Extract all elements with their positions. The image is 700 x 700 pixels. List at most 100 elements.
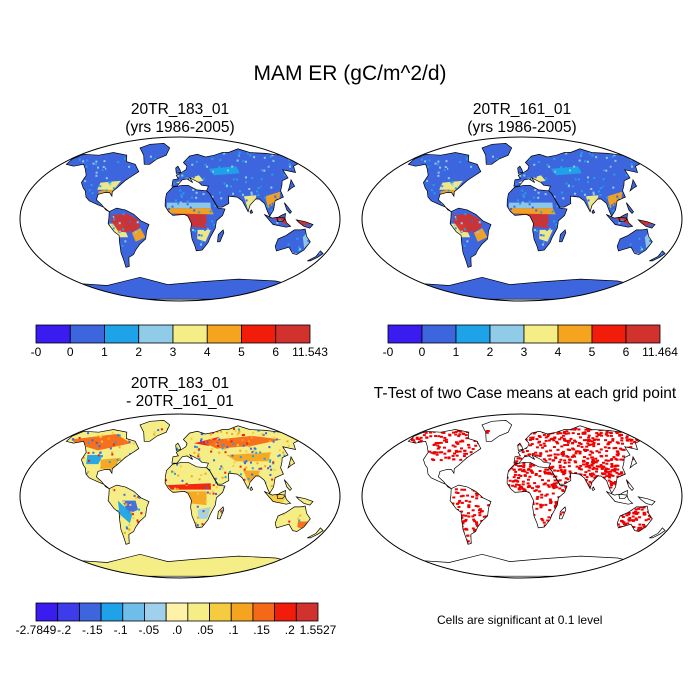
field-cell bbox=[627, 168, 630, 171]
signif-cell bbox=[553, 484, 557, 487]
field-cell bbox=[602, 161, 605, 164]
signif-cell bbox=[454, 433, 458, 436]
signif-cell bbox=[467, 504, 471, 507]
land-antarctica bbox=[67, 554, 291, 577]
field-cell bbox=[195, 525, 198, 528]
signif-cell bbox=[607, 441, 611, 444]
field-cell bbox=[250, 193, 253, 196]
field-cell bbox=[133, 494, 136, 497]
signif-cell bbox=[592, 473, 596, 476]
signif-cell bbox=[564, 481, 568, 484]
coastline-nz bbox=[649, 250, 666, 262]
field-cell bbox=[278, 449, 281, 452]
signif-cell bbox=[633, 441, 637, 444]
signif-cell bbox=[588, 428, 592, 431]
field-cell bbox=[234, 430, 237, 433]
field-cell bbox=[236, 444, 239, 447]
field-cell bbox=[177, 174, 180, 177]
signif-cell bbox=[471, 495, 475, 498]
field-cell bbox=[241, 439, 244, 442]
field-cell bbox=[241, 193, 244, 196]
signif-cell bbox=[419, 436, 423, 439]
field-region bbox=[243, 470, 260, 483]
field-cell bbox=[250, 191, 253, 194]
signif-cell bbox=[544, 494, 548, 497]
signif-cell bbox=[547, 472, 551, 475]
field-cell bbox=[243, 478, 246, 481]
map-panel-difference bbox=[19, 413, 341, 579]
signif-cell bbox=[611, 439, 615, 442]
signif-cell bbox=[455, 502, 459, 505]
panel-title-top-right: 20TR_161_01 (yrs 1986-2005) bbox=[382, 101, 662, 137]
signif-cell bbox=[471, 515, 475, 518]
signif-cell bbox=[618, 433, 622, 436]
signif-cell bbox=[556, 479, 560, 482]
field-region bbox=[439, 180, 463, 190]
field-cell bbox=[288, 520, 291, 523]
signif-cell bbox=[462, 433, 466, 436]
colorbar-tick-label: -.15 bbox=[82, 623, 103, 637]
coastline-newguinea bbox=[637, 496, 656, 506]
signif-cell bbox=[542, 483, 546, 486]
field-cell bbox=[196, 516, 199, 519]
signif-cell bbox=[556, 469, 560, 472]
main-title: MAM ER (gC/m^2/d) bbox=[253, 62, 447, 85]
field-cell bbox=[186, 158, 189, 161]
field-cell bbox=[601, 184, 604, 187]
field-cell bbox=[424, 160, 427, 163]
signif-cell bbox=[465, 437, 469, 440]
signif-cell bbox=[538, 475, 542, 478]
field-cell bbox=[478, 221, 481, 224]
coastline-madagascar bbox=[559, 506, 567, 520]
signif-cell bbox=[591, 468, 595, 471]
field-cell bbox=[583, 170, 586, 173]
field-cell bbox=[131, 513, 134, 516]
signif-cell bbox=[521, 451, 525, 454]
signif-cell bbox=[586, 442, 590, 445]
field-cell bbox=[129, 503, 132, 506]
field-cell bbox=[609, 165, 612, 168]
panel-title-line2: (yrs 1986-2005) bbox=[467, 119, 577, 136]
field-cell bbox=[185, 482, 188, 485]
field-cell bbox=[190, 196, 193, 199]
signif-cell bbox=[556, 432, 560, 435]
signif-cell bbox=[619, 447, 623, 450]
signif-cell bbox=[521, 480, 525, 483]
signif-cell bbox=[585, 476, 589, 479]
colorbar-swatch bbox=[78, 602, 102, 622]
signif-cell bbox=[535, 497, 539, 500]
field-cell bbox=[560, 191, 563, 194]
field-cell bbox=[447, 177, 450, 180]
field-cell bbox=[198, 234, 201, 237]
signif-cell bbox=[560, 453, 564, 456]
coastline-borneo bbox=[276, 212, 286, 223]
field-cell bbox=[599, 187, 602, 190]
field-cell bbox=[211, 448, 214, 451]
field-cell bbox=[143, 238, 146, 241]
field-cell bbox=[178, 200, 181, 203]
field-region bbox=[265, 191, 281, 209]
field-cell bbox=[244, 462, 247, 465]
signif-cell bbox=[567, 458, 571, 461]
field-cell bbox=[534, 229, 537, 232]
field-cell bbox=[522, 194, 525, 197]
signif-cell bbox=[610, 469, 614, 472]
coastline-namerica bbox=[407, 152, 482, 213]
signif-cell bbox=[514, 479, 518, 482]
field-cell bbox=[516, 184, 519, 187]
field-cell bbox=[244, 160, 247, 163]
signif-cell bbox=[589, 443, 593, 446]
signif-cell bbox=[466, 512, 470, 515]
field-cell bbox=[429, 172, 432, 175]
signif-cell bbox=[559, 469, 563, 472]
field-cell bbox=[209, 433, 212, 436]
signif-cell bbox=[535, 446, 539, 449]
colorbar-tick-label: .05 bbox=[196, 623, 214, 637]
field-cell bbox=[588, 152, 591, 155]
signif-cell bbox=[636, 433, 640, 436]
field-region bbox=[110, 213, 141, 233]
field-cell bbox=[217, 444, 220, 447]
coastline-indonesia bbox=[264, 214, 292, 228]
field-cell bbox=[263, 169, 266, 172]
signif-cell bbox=[454, 441, 458, 444]
